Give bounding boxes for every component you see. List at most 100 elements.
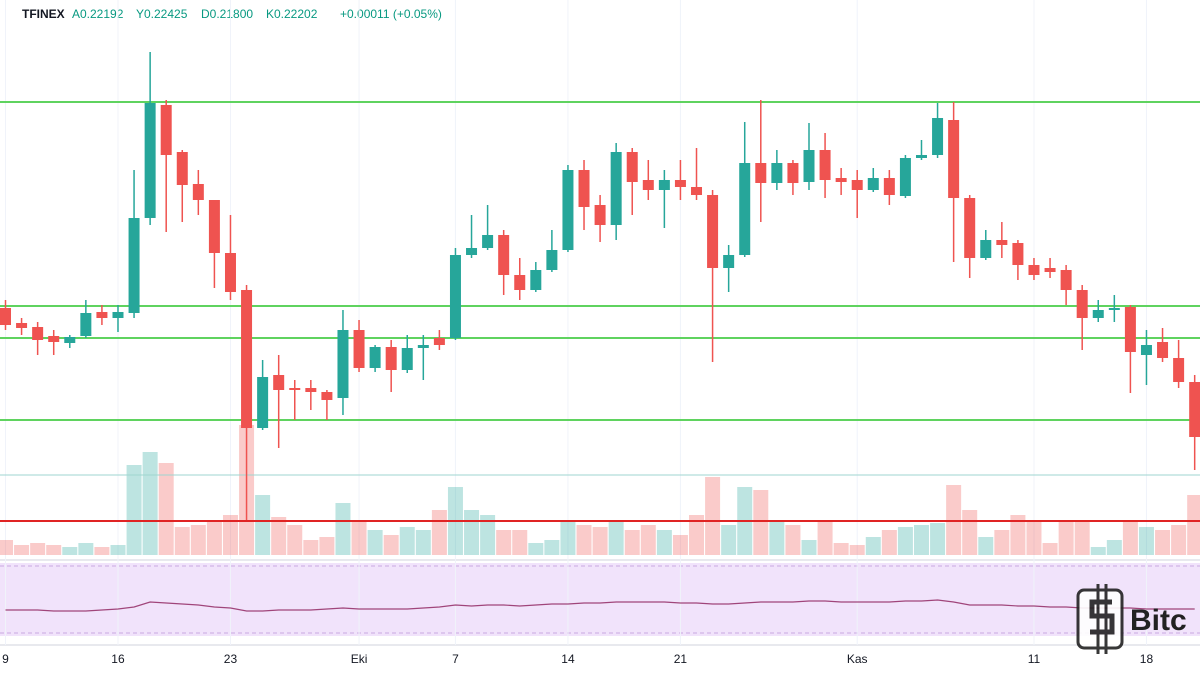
exchange: TFINEX	[22, 7, 65, 21]
volume-bar	[110, 545, 126, 555]
volume-bar	[1010, 515, 1026, 555]
candle-body	[289, 388, 301, 390]
volume-bar	[1155, 530, 1171, 555]
candle-body	[0, 308, 11, 325]
volume-bar	[833, 543, 849, 555]
volume-bar	[303, 540, 319, 555]
x-tick-label: 11	[1028, 652, 1041, 666]
volume-bar	[94, 547, 110, 555]
volume-bar	[930, 523, 946, 555]
volume-bar	[978, 537, 994, 555]
volume-bar	[126, 465, 142, 555]
volume-bar	[705, 477, 721, 555]
volume-bar	[576, 525, 592, 555]
candle-body	[192, 184, 204, 200]
candle-body	[417, 345, 429, 348]
volume-bar	[689, 515, 705, 555]
candle-body	[1157, 342, 1169, 358]
candle-body	[224, 253, 236, 292]
candle-body	[48, 336, 60, 342]
candle-body	[755, 163, 767, 183]
candle-body	[658, 180, 670, 190]
candle-body	[964, 198, 976, 258]
watermark-text: Bitc	[1130, 604, 1187, 637]
volume-bar	[881, 530, 897, 555]
volume-bar	[721, 525, 737, 555]
candle-body	[305, 388, 317, 392]
candle-body	[498, 235, 510, 275]
x-tick-label: Eki	[351, 652, 368, 666]
candle-body	[787, 163, 799, 183]
candle-body	[530, 270, 542, 290]
volume-bar	[897, 527, 913, 555]
volume-bar	[672, 535, 688, 555]
header-low: D0.21800	[201, 7, 253, 21]
candle-body	[1012, 243, 1024, 265]
x-tick-label: 14	[561, 652, 575, 666]
x-tick-label: 21	[674, 652, 688, 666]
volume-bar	[1106, 540, 1122, 555]
volume-bar	[30, 543, 46, 555]
volume-bar	[865, 537, 881, 555]
volume-bar	[753, 490, 769, 555]
candle-body	[1124, 307, 1136, 352]
candle-body	[883, 178, 895, 195]
volume-bar	[399, 527, 415, 555]
volume-bar	[287, 525, 303, 555]
candle-body	[1173, 358, 1185, 382]
volume-bar	[271, 517, 287, 555]
volume-bar	[640, 525, 656, 555]
x-tick-label: 16	[111, 652, 125, 666]
candle-body	[546, 250, 558, 270]
volume-bar	[78, 543, 94, 555]
volume-bar	[415, 530, 431, 555]
candle-body	[32, 327, 44, 340]
volume-bar	[560, 520, 576, 555]
candle-body	[353, 330, 365, 368]
candle-body	[1044, 268, 1056, 272]
candle-body	[723, 255, 735, 268]
volume-bar	[383, 535, 399, 555]
volume-bar	[1090, 547, 1106, 555]
candle-body	[16, 323, 28, 328]
x-tick-label: 18	[1140, 652, 1154, 666]
candle-body	[369, 347, 381, 368]
candle-body	[899, 158, 911, 196]
volume-bar	[544, 540, 560, 555]
volume-bar	[801, 540, 817, 555]
candle-body	[241, 290, 253, 428]
x-tick-label: Kas	[847, 652, 868, 666]
candle-body	[482, 235, 494, 248]
candle-body	[1092, 310, 1104, 318]
volume-bar	[1138, 527, 1154, 555]
candle-body	[610, 152, 622, 225]
candle-body	[64, 337, 76, 343]
candle-body	[433, 338, 445, 345]
candle-body	[401, 348, 413, 370]
volume-bar	[769, 520, 785, 555]
candle-body	[449, 255, 461, 338]
volume-bar	[1026, 520, 1042, 555]
volume-bar	[817, 520, 833, 555]
candle-body	[948, 120, 960, 198]
volume-bar	[962, 510, 978, 555]
candle-body	[96, 312, 108, 318]
candle-body	[1189, 382, 1200, 437]
candle-body	[626, 152, 638, 182]
volume-bar	[0, 540, 13, 555]
volume-bar	[174, 527, 190, 555]
volume-bar	[592, 527, 608, 555]
header-open: A0.22192	[72, 7, 124, 21]
volume-bar	[46, 545, 62, 555]
candle-body	[514, 275, 526, 290]
volume-bar	[1171, 525, 1187, 555]
volume-bar	[849, 545, 865, 555]
volume-bar	[255, 495, 271, 555]
candle-body	[980, 240, 992, 258]
candle-body	[707, 195, 719, 268]
candle-body	[562, 170, 574, 250]
volume-bar	[785, 525, 801, 555]
volume-bar	[464, 510, 480, 555]
candle-body	[578, 170, 590, 207]
